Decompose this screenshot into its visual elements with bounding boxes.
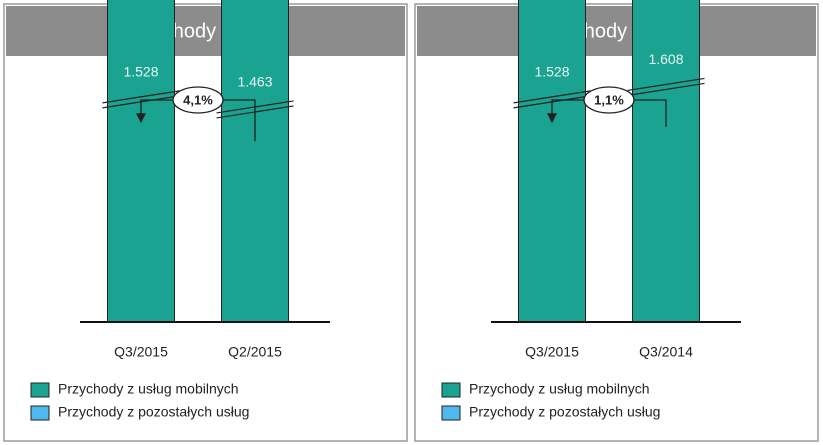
axis-break [627, 82, 705, 97]
bar-segment [107, 0, 175, 323]
legend-label: Przychody z pozostałych usług [469, 404, 660, 420]
change-label: 4,1% [183, 92, 213, 107]
x-tick-label: Q3/2015 [114, 344, 168, 360]
x-tick-label: Q2/2015 [228, 344, 282, 360]
legend-swatch [441, 405, 461, 421]
change-connector [140, 99, 173, 116]
bar-segment [221, 0, 289, 323]
axis-break [513, 90, 591, 104]
change-bubble [583, 86, 635, 114]
change-connector [551, 99, 584, 116]
legend-label: Przychody z usług mobilnych [58, 381, 239, 397]
data-label: 1.528 [534, 64, 569, 80]
change-connector [223, 99, 256, 142]
legend-label: Przychody z usług mobilnych [469, 381, 650, 397]
legend-label: Przychody z pozostałych usług [58, 404, 249, 420]
change-bubble [172, 86, 224, 114]
axis-break [102, 90, 180, 104]
panel-header [417, 6, 816, 56]
data-label: 1.608 [648, 51, 683, 67]
x-tick-label: Q3/2014 [639, 344, 693, 360]
x-tick-label: Q3/2015 [525, 344, 579, 360]
panel-header [6, 6, 405, 56]
arrow-head [547, 113, 557, 124]
legend-swatch [441, 382, 461, 398]
legend-swatch [30, 382, 50, 398]
arrow-head [136, 113, 146, 124]
panel [414, 3, 819, 442]
bar-segment [632, 0, 700, 323]
data-label: 1.528 [123, 64, 158, 80]
panel [3, 3, 408, 442]
change-label: 1,1% [594, 92, 624, 107]
bar-segment [518, 0, 586, 323]
data-label: 1.463 [237, 74, 272, 90]
axis-break [627, 77, 705, 92]
change-connector [634, 99, 667, 127]
legend-swatch [30, 405, 50, 421]
